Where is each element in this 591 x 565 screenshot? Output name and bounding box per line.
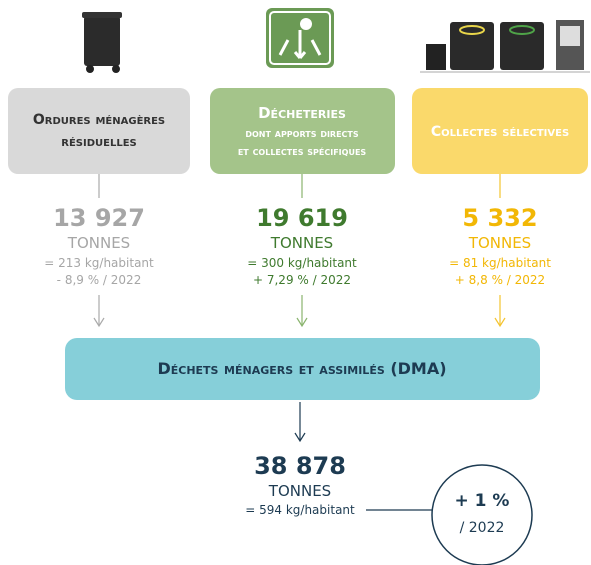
recycling-icon <box>266 8 334 68</box>
col-figures: 5 332 TONNES = 81 kg/habitant + 8,8 % / … <box>449 204 551 287</box>
title: Ordures ménagères <box>33 112 165 128</box>
change-circle <box>432 465 532 565</box>
per-capita: = 300 kg/habitant <box>247 256 357 270</box>
amount: 5 332 <box>462 204 537 232</box>
unit: TONNES <box>270 234 333 252</box>
title: Décheteries <box>258 104 346 122</box>
total-figures: 38 878 TONNES = 594 kg/habitant <box>245 452 355 517</box>
amount: 13 927 <box>53 204 145 232</box>
total-change: + 1 % <box>455 491 510 511</box>
box <box>8 88 190 174</box>
sorting-bins-icon <box>420 20 590 72</box>
unit: TONNES <box>67 234 130 252</box>
col-figures: 13 927 TONNES = 213 kg/habitant - 8,9 % … <box>44 204 154 287</box>
title: Collectes sélectives <box>431 124 569 140</box>
unit: TONNES <box>468 234 531 252</box>
per-capita: = 594 kg/habitant <box>245 503 355 517</box>
subtitle: dont apports directs <box>245 127 359 140</box>
per-capita: = 213 kg/habitant <box>44 256 154 270</box>
col-figures: 19 619 TONNES = 300 kg/habitant + 7,29 %… <box>247 204 357 287</box>
total-change-ref: / 2022 <box>460 520 505 536</box>
title: résiduelles <box>61 134 136 150</box>
amount: 38 878 <box>254 452 346 480</box>
dma-label: Déchets ménagers et assimilés (DMA) <box>157 359 446 378</box>
unit: TONNES <box>268 482 331 500</box>
infographic: Ordures ménagères résiduelles Décheterie… <box>0 0 591 565</box>
change: + 7,29 % / 2022 <box>253 273 351 287</box>
bin-icon <box>82 12 122 73</box>
amount: 19 619 <box>256 204 348 232</box>
subtitle: et collectes spécifiques <box>238 145 367 158</box>
change: + 8,8 % / 2022 <box>455 273 545 287</box>
change: - 8,9 % / 2022 <box>57 273 142 287</box>
per-capita: = 81 kg/habitant <box>449 256 551 270</box>
